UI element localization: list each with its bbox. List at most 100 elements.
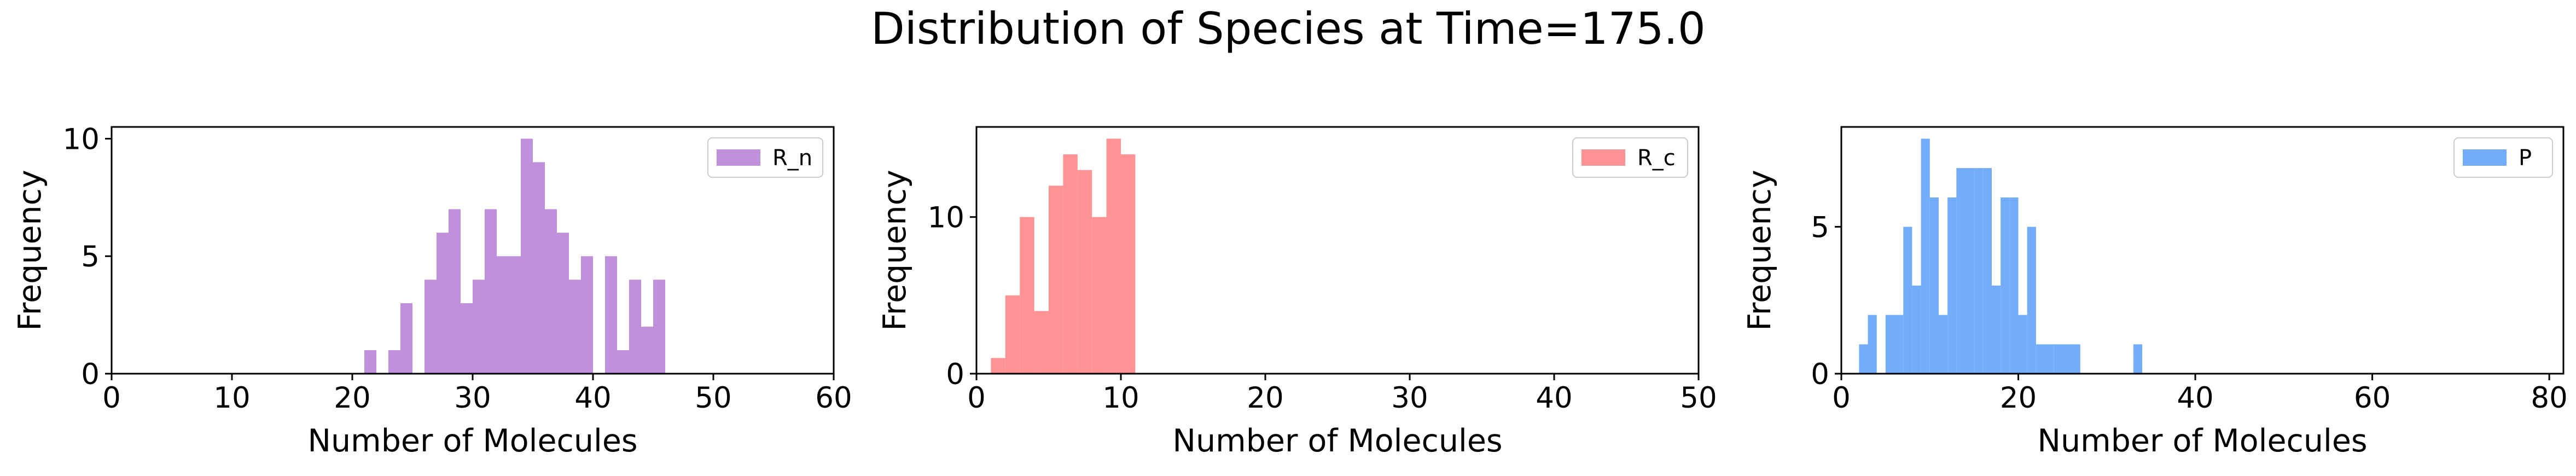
legend: R_n (707, 137, 823, 178)
legend-label: P (2519, 146, 2532, 171)
legend-label: R_c (1637, 146, 1676, 171)
x-axis-label: Number of Molecules (1172, 423, 1502, 459)
histogram-bar (545, 209, 557, 374)
histogram-bar (1005, 295, 1020, 374)
histogram-bar (557, 233, 569, 374)
histogram-bar (1049, 185, 1063, 374)
histogram-bar (1077, 170, 1092, 374)
x-tick-label: 30 (454, 381, 491, 415)
histogram-bar (1938, 315, 1948, 374)
histogram-bar (2045, 344, 2054, 374)
histogram-bar (1106, 138, 1121, 374)
y-axis-label: Frequency (12, 170, 48, 330)
histogram-bar (2027, 227, 2036, 374)
histogram-bar (569, 280, 581, 374)
x-tick-label: 60 (2354, 381, 2391, 415)
histogram-bar (400, 303, 412, 374)
histogram-bar (1965, 168, 1974, 374)
x-tick-label: 40 (2177, 381, 2213, 415)
y-axis-label: Frequency (877, 170, 913, 330)
histogram-bar (521, 138, 533, 374)
histogram-bar (2062, 344, 2072, 374)
legend-box (1572, 137, 1688, 178)
histogram-bar (509, 256, 521, 374)
histogram-bar (605, 256, 617, 374)
histogram-bar (2018, 315, 2027, 374)
histogram-bar (461, 303, 473, 374)
x-tick-label: 40 (1536, 381, 1572, 415)
y-axis-label: Frequency (1742, 170, 1778, 330)
histogram-panel: 0 20 40 60 80 0 5 Number of Molecules Frequency P (1742, 126, 2568, 459)
histogram-bar (653, 280, 665, 374)
y-tick-label: 10 (928, 201, 964, 235)
y-tick-label: 10 (63, 123, 100, 156)
legend-swatch (1581, 149, 1625, 166)
x-tick-label: 50 (1680, 381, 1717, 415)
histogram-bar (437, 233, 449, 374)
legend-label: R_n (772, 146, 812, 171)
x-tick-label: 10 (213, 381, 250, 415)
y-tick-label: 0 (81, 358, 100, 391)
histogram-bar (1912, 285, 1921, 374)
y-tick-label: 0 (946, 358, 964, 391)
x-tick-label: 30 (1391, 381, 1428, 415)
histogram-bar (1921, 138, 1930, 374)
histogram-bar (533, 162, 545, 374)
legend: R_c (1572, 137, 1688, 178)
legend: P (2453, 137, 2553, 178)
histogram-bar (1092, 217, 1107, 374)
histogram-bar (1859, 344, 1868, 374)
x-tick-label: 60 (815, 381, 852, 415)
histogram-bar (364, 350, 376, 374)
x-tick-label: 20 (1247, 381, 1283, 415)
histogram-bar (1929, 197, 1939, 374)
histogram-bar (629, 280, 641, 374)
histogram-bar (581, 256, 593, 374)
histogram-panel: 0 10 20 30 40 50 60 0 5 10 Number of Molecules Freq… (12, 123, 852, 459)
histogram-bar (1121, 154, 1136, 374)
y-tick-label: 5 (81, 240, 100, 274)
histogram-bar (1063, 154, 1078, 374)
y-tick-label: 0 (1811, 358, 1829, 391)
histogram-bar (2071, 344, 2080, 374)
histogram-bar (1947, 197, 1957, 374)
histogram-bar (1885, 315, 1895, 374)
histogram-bar (1956, 168, 1966, 374)
histogram-bar (2054, 344, 2063, 374)
histogram-bar (641, 327, 653, 374)
x-tick-label: 20 (334, 381, 370, 415)
x-tick-label: 40 (574, 381, 611, 415)
histogram-bar (2009, 197, 2019, 374)
histogram-bar (1034, 311, 1049, 374)
histogram-bar (991, 358, 1005, 374)
histogram-bar (1992, 285, 2001, 374)
x-tick-label: 10 (1102, 381, 1139, 415)
x-axis-label: Number of Molecules (2037, 423, 2367, 459)
x-tick-label: 20 (2000, 381, 2037, 415)
legend-box (707, 137, 823, 178)
legend-swatch (2463, 149, 2507, 166)
histogram-bar (485, 209, 497, 374)
x-tick-label: 0 (102, 381, 121, 415)
histogram-bar (1894, 315, 1904, 374)
histogram-bar (1903, 227, 1912, 374)
histogram-bar (388, 350, 400, 374)
histogram-bar (2036, 344, 2045, 374)
histogram-bar (2001, 197, 2010, 374)
y-tick-label: 5 (1811, 211, 1829, 245)
x-tick-label: 80 (2531, 381, 2567, 415)
x-axis-label: Number of Molecules (307, 423, 637, 459)
histogram-bar (497, 256, 509, 374)
x-tick-label: 0 (1832, 381, 1851, 415)
histogram-bar (1982, 168, 1992, 374)
histogram-bar (2133, 344, 2142, 374)
plot-frame (975, 126, 1700, 375)
histogram-bar (1868, 315, 1877, 374)
histogram-bar (617, 350, 629, 374)
x-tick-label: 50 (695, 381, 731, 415)
histogram-bar (425, 280, 437, 374)
x-tick-label: 0 (967, 381, 986, 415)
plot-frame (1840, 126, 2565, 375)
histogram-bar (1974, 168, 1983, 374)
